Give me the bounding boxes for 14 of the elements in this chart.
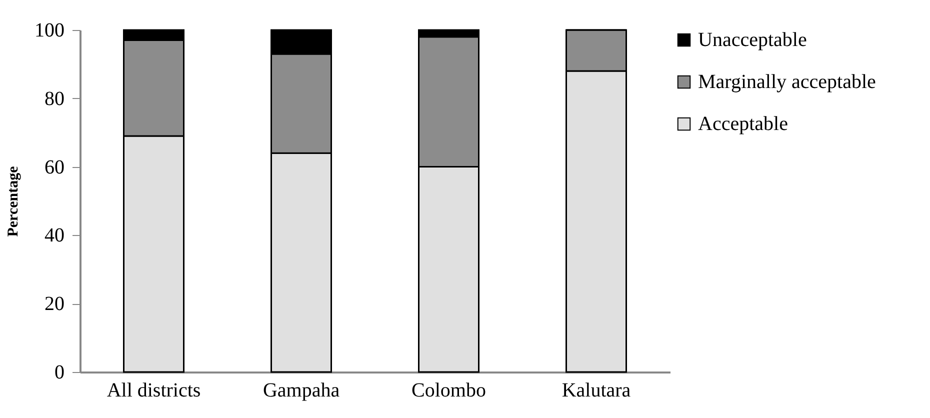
x-tick-label: Gampaha — [262, 380, 340, 402]
y-axis-title: Percentage — [6, 166, 22, 237]
y-tick-label: 20 — [44, 293, 64, 316]
x-tick-label: Kalutara — [562, 380, 631, 402]
x-tick-label: All districts — [106, 380, 201, 402]
x-tick-label: Colombo — [412, 380, 486, 402]
y-tick-label: 80 — [44, 88, 64, 110]
y-tick-label: 60 — [44, 156, 64, 178]
legend-label: Marginally acceptable — [698, 71, 876, 93]
y-tick-label: 100 — [34, 20, 64, 42]
y-tick-label: 0 — [54, 362, 64, 384]
legend-label: Unacceptable — [698, 29, 807, 51]
legend-label: Acceptable — [698, 113, 788, 135]
y-tick-label: 40 — [44, 224, 64, 247]
